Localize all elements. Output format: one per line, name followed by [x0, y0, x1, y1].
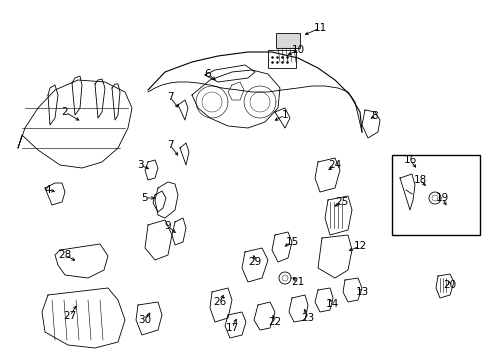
Text: 3: 3: [137, 160, 143, 170]
Bar: [275, 33, 299, 48]
Text: 30: 30: [138, 315, 151, 325]
Text: 9: 9: [164, 221, 171, 231]
Text: 19: 19: [434, 193, 447, 203]
Bar: [267, 50, 295, 68]
Text: 22: 22: [268, 317, 281, 327]
Text: 14: 14: [325, 299, 338, 309]
Text: 8: 8: [371, 111, 378, 121]
Text: 15: 15: [285, 237, 298, 247]
Text: 7: 7: [166, 92, 173, 102]
Text: 10: 10: [291, 45, 304, 55]
Text: 6: 6: [204, 69, 211, 79]
Text: 17: 17: [225, 323, 238, 333]
Text: 21: 21: [291, 277, 304, 287]
Text: 7: 7: [166, 140, 173, 150]
Text: 26: 26: [213, 297, 226, 307]
Text: 24: 24: [328, 160, 341, 170]
Text: 4: 4: [44, 185, 51, 195]
Text: 27: 27: [63, 311, 77, 321]
Text: 29: 29: [248, 257, 261, 267]
Text: 28: 28: [58, 250, 71, 260]
Text: 12: 12: [353, 241, 366, 251]
Text: 5: 5: [142, 193, 148, 203]
Text: 2: 2: [61, 107, 68, 117]
Text: 20: 20: [443, 280, 456, 290]
Text: 16: 16: [403, 155, 416, 165]
Text: 18: 18: [412, 175, 426, 185]
Text: 11: 11: [313, 23, 326, 33]
Bar: [391, 155, 479, 235]
Text: 1: 1: [281, 110, 288, 120]
Text: 13: 13: [355, 287, 368, 297]
Text: 23: 23: [301, 313, 314, 323]
Text: 25: 25: [335, 197, 348, 207]
